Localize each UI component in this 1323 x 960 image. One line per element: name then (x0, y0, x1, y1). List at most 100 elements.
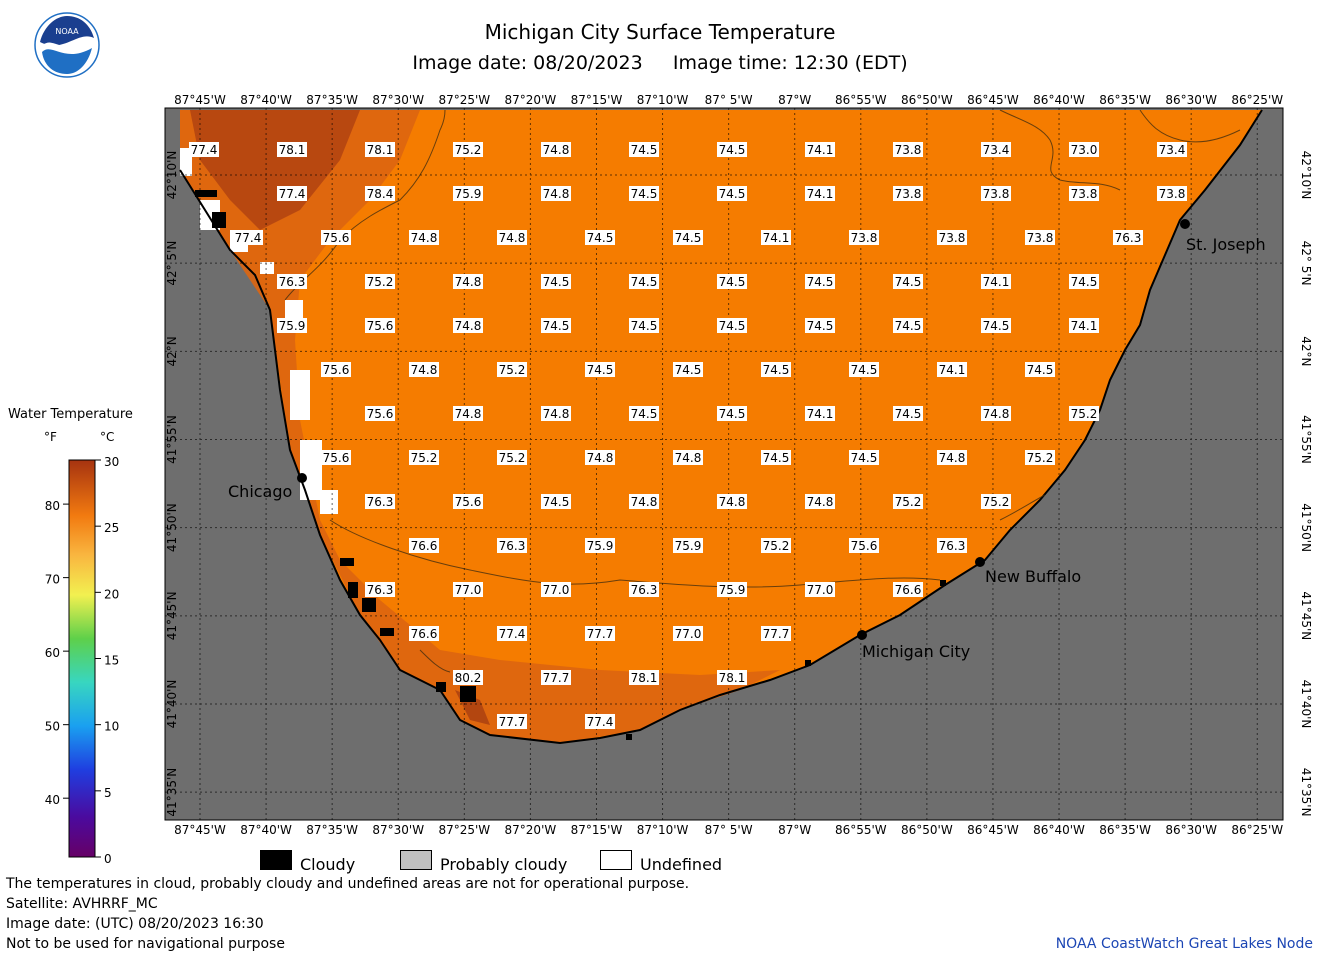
temperature-label: 75.2 (365, 274, 395, 289)
svg-text:75.9: 75.9 (675, 539, 702, 553)
temperature-label: 75.2 (1025, 450, 1055, 465)
temperature-label: 77.4 (277, 186, 307, 201)
celsius-tick: 25 (104, 521, 119, 535)
temperature-label: 74.5 (717, 406, 747, 421)
lon-label-bottom: 86°30'W (1165, 823, 1217, 837)
temperature-label: 74.5 (1069, 274, 1099, 289)
svg-text:74.5: 74.5 (983, 319, 1010, 333)
temperature-label: 74.5 (849, 362, 879, 377)
svg-text:74.1: 74.1 (807, 143, 834, 157)
celsius-tick: 10 (104, 720, 119, 734)
svg-text:77.4: 77.4 (191, 143, 218, 157)
city-label: St. Joseph (1186, 235, 1266, 254)
temperature-label: 74.5 (673, 362, 703, 377)
lon-label-bottom: 87°25'W (438, 823, 490, 837)
fahrenheit-tick: 70 (45, 573, 60, 587)
noaa-logo-icon: NOAA (34, 12, 100, 78)
lon-label-bottom: 86°45'W (967, 823, 1019, 837)
svg-text:77.7: 77.7 (763, 627, 790, 641)
svg-text:75.2: 75.2 (895, 495, 922, 509)
svg-text:74.5: 74.5 (543, 319, 570, 333)
temperature-label: 74.8 (541, 186, 571, 201)
lon-label-top: 87°W (778, 93, 811, 107)
temperature-label: 77.4 (189, 142, 219, 157)
temperature-label: 75.2 (453, 142, 483, 157)
lon-label-top: 87°10'W (637, 93, 689, 107)
temperature-label: 78.1 (717, 670, 747, 685)
celsius-tick: 15 (104, 654, 119, 668)
svg-text:77.0: 77.0 (455, 583, 482, 597)
svg-text:75.9: 75.9 (719, 583, 746, 597)
svg-text:75.2: 75.2 (1027, 451, 1054, 465)
isotherm-contours (284, 109, 1241, 673)
lat-label-right: 41°55'N (1299, 415, 1313, 464)
temperature-label: 74.8 (981, 406, 1011, 421)
temperature-label: 75.6 (321, 362, 351, 377)
svg-text:77.4: 77.4 (499, 627, 526, 641)
svg-text:75.6: 75.6 (323, 363, 350, 377)
svg-text:76.3: 76.3 (499, 539, 526, 553)
temperature-label: 75.6 (321, 230, 351, 245)
temperature-label: 74.5 (585, 230, 615, 245)
temperature-colorbar (68, 459, 96, 858)
unit-celsius: °C (100, 430, 115, 444)
temperature-label: 73.8 (1025, 230, 1055, 245)
temperature-label: 74.8 (717, 494, 747, 509)
svg-text:74.8: 74.8 (411, 231, 438, 245)
lon-label-top: 86°25'W (1231, 93, 1283, 107)
temperature-label: 74.5 (717, 318, 747, 333)
svg-text:74.8: 74.8 (807, 495, 834, 509)
fahrenheit-tick: 60 (45, 646, 60, 660)
probably-cloudy-label: Probably cloudy (440, 855, 568, 874)
temperature-label: 73.8 (893, 142, 923, 157)
credit-text: NOAA CoastWatch Great Lakes Node (1055, 936, 1313, 952)
svg-text:74.5: 74.5 (719, 187, 746, 201)
temperature-label: 75.2 (981, 494, 1011, 509)
temperature-label: 74.1 (1069, 318, 1099, 333)
lon-label-top: 86°35'W (1099, 93, 1151, 107)
lon-label-bottom: 86°35'W (1099, 823, 1151, 837)
svg-text:74.5: 74.5 (719, 319, 746, 333)
svg-text:73.8: 73.8 (983, 187, 1010, 201)
lake-michigan-water (180, 110, 1262, 743)
svg-text:76.3: 76.3 (279, 275, 306, 289)
svg-text:77.4: 77.4 (587, 715, 614, 729)
svg-text:74.8: 74.8 (675, 451, 702, 465)
temperature-label: 77.0 (453, 582, 483, 597)
temperature-label: 77.7 (497, 714, 527, 729)
svg-text:74.8: 74.8 (455, 407, 482, 421)
svg-text:77.0: 77.0 (675, 627, 702, 641)
temperature-label: 74.1 (937, 362, 967, 377)
svg-text:74.5: 74.5 (1071, 275, 1098, 289)
svg-text:75.9: 75.9 (587, 539, 614, 553)
temperature-label: 74.5 (805, 318, 835, 333)
svg-text:75.2: 75.2 (367, 275, 394, 289)
latitude-labels-left: 42°10'N 42° 5'N 42°N 41°55'N 41°50'N 41°45'N 4… (165, 151, 179, 817)
probably-cloudy-swatch (400, 850, 432, 870)
svg-text:78.1: 78.1 (631, 671, 658, 685)
temperature-label: 76.6 (409, 538, 439, 553)
svg-text:73.8: 73.8 (851, 231, 878, 245)
svg-text:75.2: 75.2 (499, 363, 526, 377)
temperature-label: 74.8 (497, 230, 527, 245)
svg-text:75.6: 75.6 (323, 231, 350, 245)
temperature-label: 76.3 (365, 494, 395, 509)
temperature-label: 74.5 (849, 450, 879, 465)
temperature-label: 77.4 (233, 230, 263, 245)
svg-text:74.5: 74.5 (587, 363, 614, 377)
lat-label-left: 42°10'N (165, 151, 179, 200)
lon-label-bottom: 86°55'W (835, 823, 887, 837)
svg-text:78.1: 78.1 (367, 143, 394, 157)
svg-text:73.8: 73.8 (1027, 231, 1054, 245)
temperature-label: 73.4 (981, 142, 1011, 157)
temperature-label: 75.2 (497, 450, 527, 465)
temperature-label: 75.6 (453, 494, 483, 509)
temperature-label: 78.4 (365, 186, 395, 201)
svg-text:76.3: 76.3 (631, 583, 658, 597)
temperature-label: 73.8 (849, 230, 879, 245)
svg-text:74.5: 74.5 (719, 407, 746, 421)
temperature-label: 76.3 (365, 582, 395, 597)
lon-label-top: 87° 5'W (705, 93, 753, 107)
lon-label-top: 86°45'W (967, 93, 1019, 107)
temperature-label: 74.1 (805, 406, 835, 421)
